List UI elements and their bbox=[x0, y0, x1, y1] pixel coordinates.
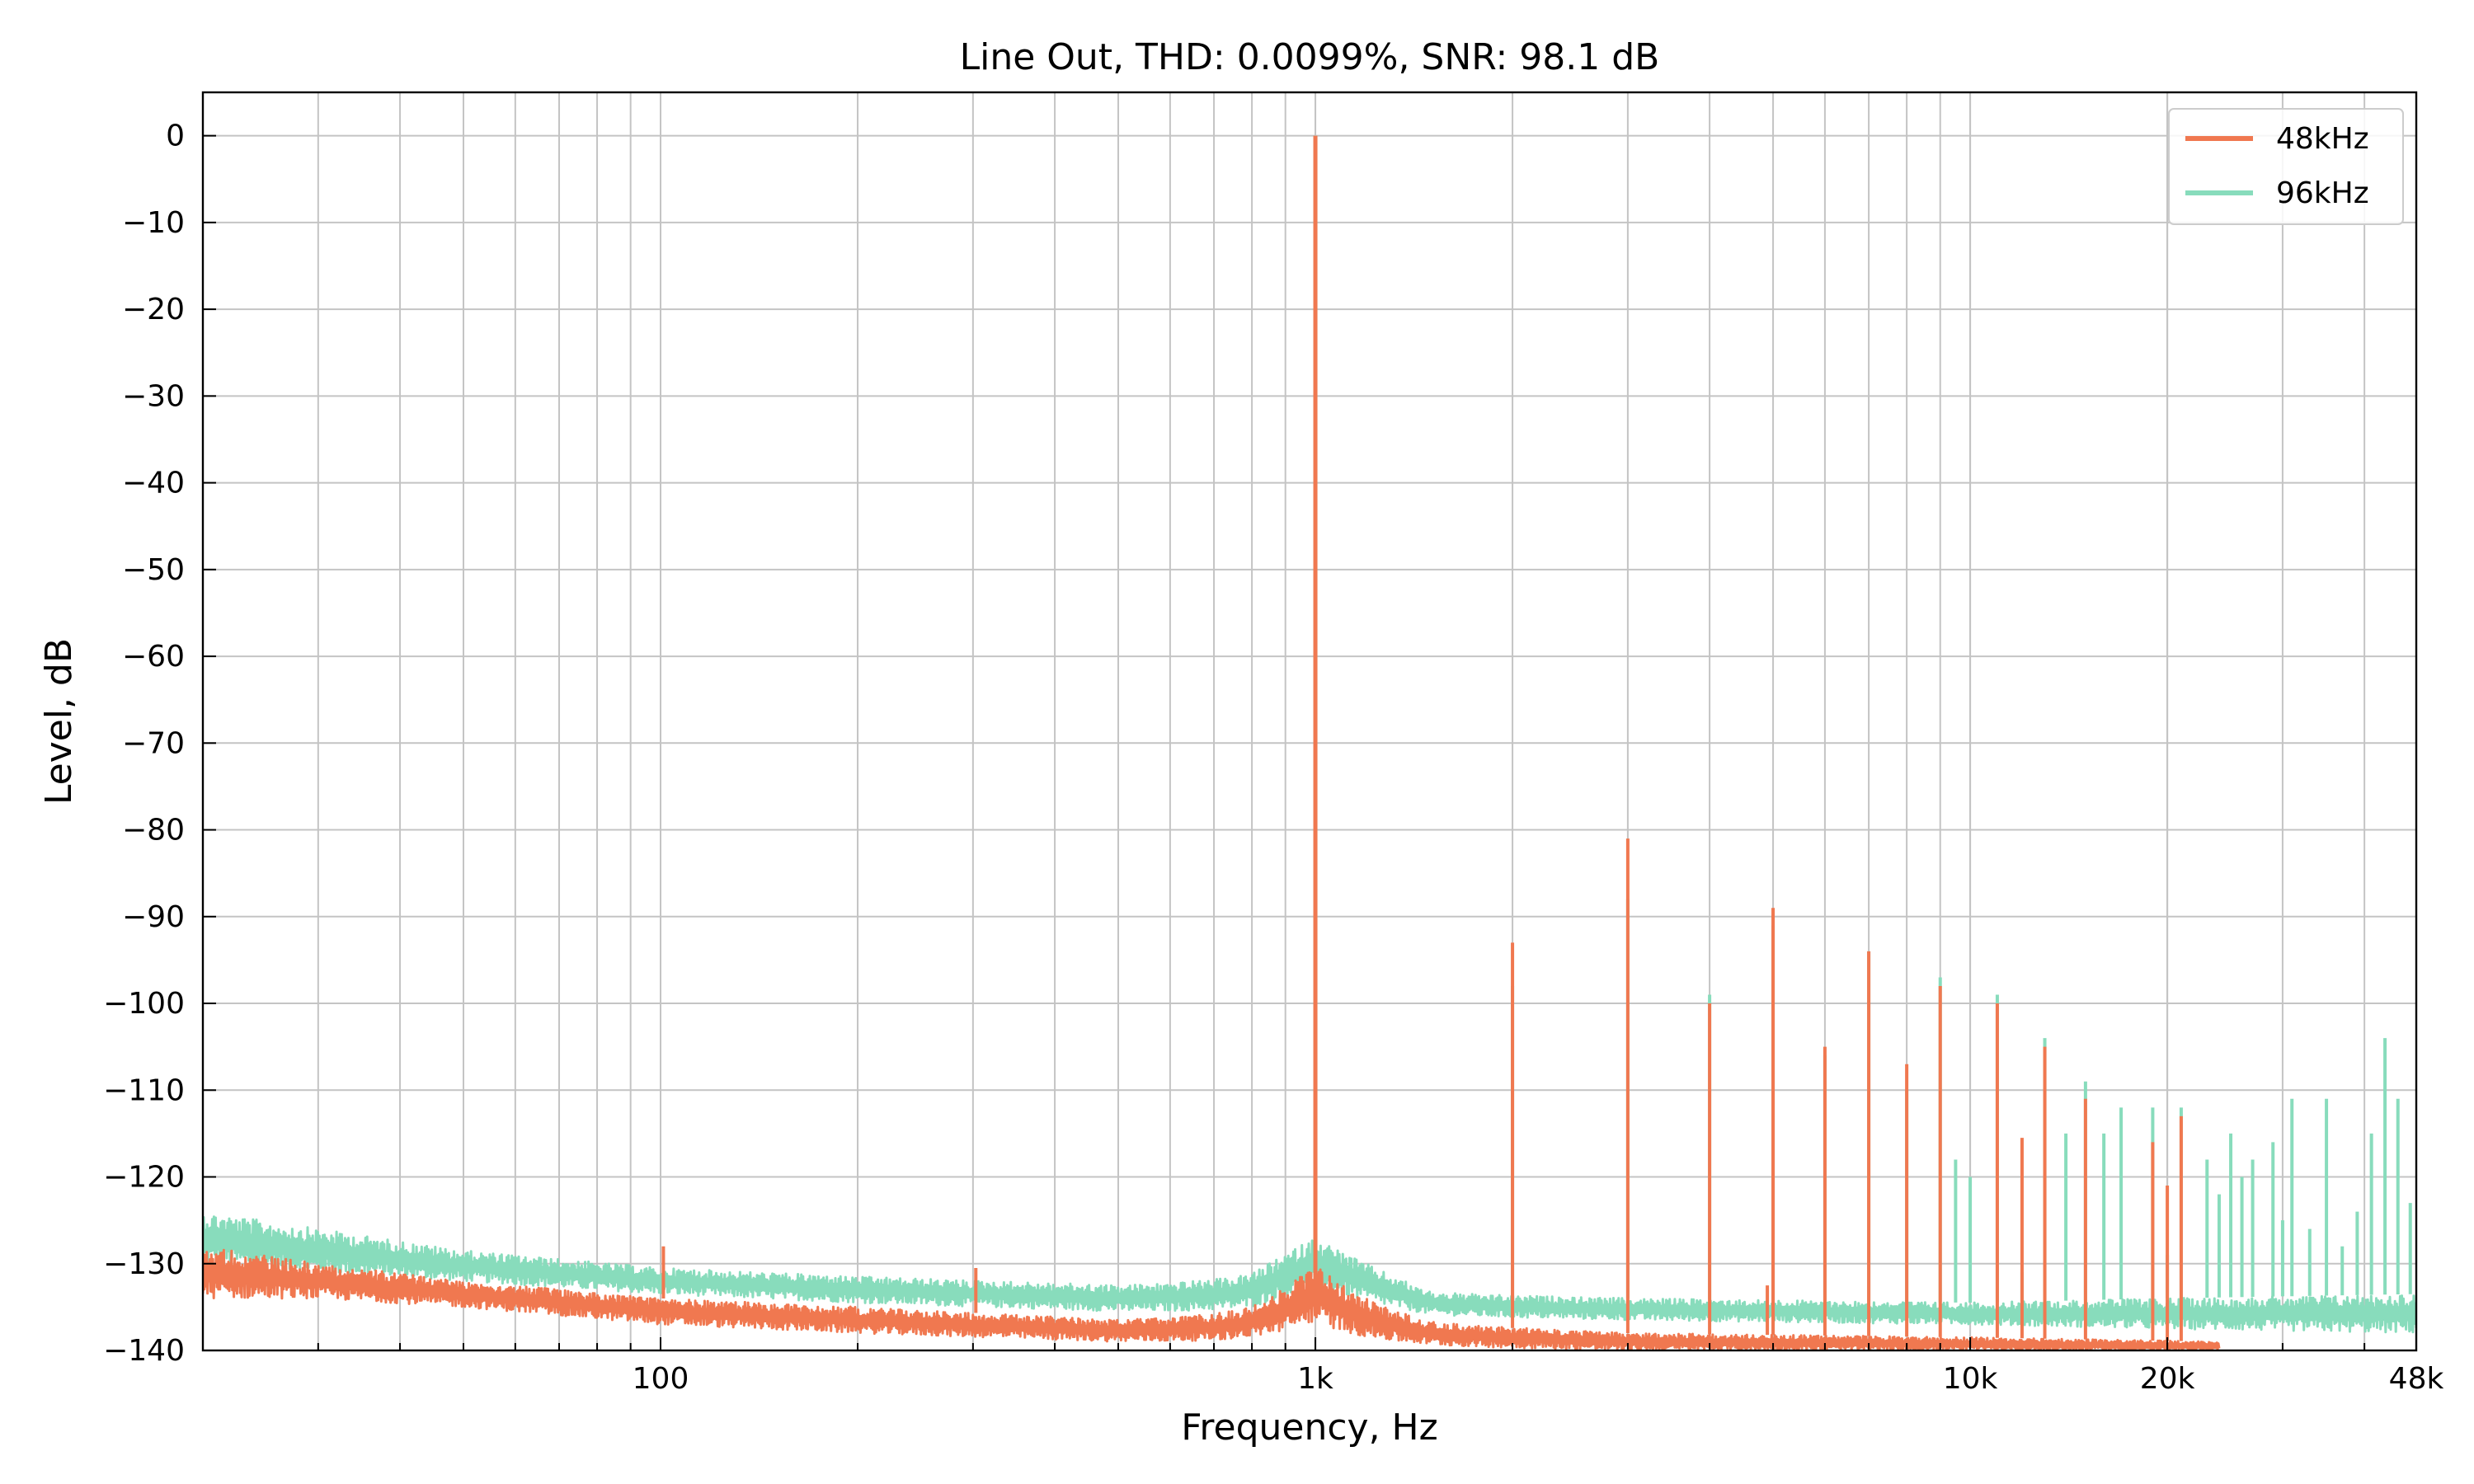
y-tick-label: −130 bbox=[103, 1247, 185, 1281]
series-48khz bbox=[203, 135, 2221, 1350]
x-tick-label: 20k bbox=[2140, 1362, 2195, 1396]
y-tick-label: −140 bbox=[103, 1334, 185, 1368]
y-tick-label: −30 bbox=[122, 379, 185, 413]
ticks: 100 1k 10k 20k 48k 0 −10 −20 −30 −40 −50 −60 −70 −80 −… bbox=[103, 120, 2443, 1396]
y-tick-label: −40 bbox=[122, 467, 185, 500]
y-tick-label: −50 bbox=[122, 553, 185, 587]
y-axis-title: Level, dB bbox=[38, 638, 80, 805]
y-tick-label: −120 bbox=[103, 1161, 185, 1195]
y-tick-label: −90 bbox=[122, 900, 185, 934]
chart-title: Line Out, THD: 0.0099%, SNR: 98.1 dB bbox=[960, 36, 1660, 78]
y-tick-label: −110 bbox=[103, 1073, 185, 1107]
legend-label-96khz: 96kHz bbox=[2276, 176, 2369, 210]
legend-label-48khz: 48kHz bbox=[2276, 122, 2369, 156]
plot-frame bbox=[201, 91, 2418, 1352]
y-tick-label: −10 bbox=[122, 206, 185, 240]
noise-floor-48khz bbox=[203, 1248, 2221, 1350]
x-tick-label: 48k bbox=[2389, 1362, 2444, 1396]
x-tick-label: 1k bbox=[1297, 1362, 1333, 1396]
x-tick-label: 100 bbox=[633, 1362, 689, 1396]
legend: 48kHz 96kHz bbox=[2168, 108, 2404, 225]
y-tick-label: −60 bbox=[122, 640, 185, 674]
y-tick-label: −80 bbox=[122, 814, 185, 848]
x-tick-label: 10k bbox=[1943, 1362, 1998, 1396]
y-tick-label: −20 bbox=[122, 293, 185, 326]
y-tick-label: −70 bbox=[122, 726, 185, 760]
x-axis-title: Frequency, Hz bbox=[1181, 1407, 1437, 1449]
y-tick-label: −100 bbox=[103, 987, 185, 1021]
series-layer bbox=[203, 135, 2416, 1350]
y-tick-label: 0 bbox=[166, 120, 185, 153]
